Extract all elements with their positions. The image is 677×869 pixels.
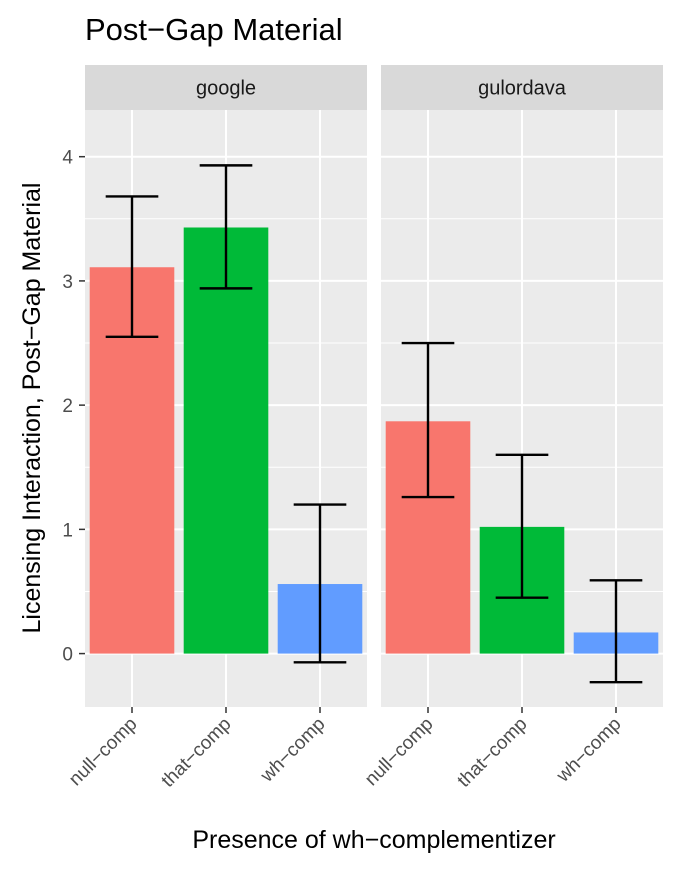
- facet-google: google null−comp that−comp wh−comp: [65, 65, 367, 792]
- x-tick-label: that−comp: [158, 714, 236, 792]
- error-bar-gulordava-0: [401, 341, 455, 499]
- x-tick-label: wh−comp: [552, 714, 625, 787]
- y-axis-title: Licensing Interaction, Post−Gap Material: [18, 183, 46, 634]
- x-tick-label: null−comp: [65, 714, 141, 790]
- error-bar-gulordava-1: [495, 453, 549, 599]
- facet-strip-label: google: [196, 78, 256, 100]
- y-axis: 0 1 2 3 4: [62, 148, 85, 666]
- x-tick-label: wh−comp: [256, 714, 329, 787]
- error-bar-google-1: [199, 164, 253, 290]
- x-tick-label: null−comp: [361, 714, 437, 790]
- facet-strip: [381, 65, 663, 110]
- facet-strip-label: gulordava: [478, 78, 567, 100]
- y-tick-label: 2: [62, 396, 73, 417]
- y-tick-label: 3: [62, 272, 73, 293]
- facet-strip: [85, 65, 367, 110]
- chart-title: Post−Gap Material: [85, 12, 343, 47]
- y-tick-label: 0: [62, 645, 73, 666]
- y-tick-label: 1: [62, 520, 73, 541]
- error-bar-gulordava-2: [589, 579, 643, 684]
- error-bar-google-0: [105, 195, 159, 339]
- x-tick-label: that−comp: [454, 714, 532, 792]
- y-tick-label: 4: [62, 148, 73, 169]
- bar-google-1: [183, 227, 269, 654]
- error-bar-google-2: [293, 503, 347, 664]
- facet-gulordava: gulordava null−comp that−comp wh−comp: [361, 65, 663, 792]
- x-axis-title: Presence of wh−complementizer: [192, 826, 555, 854]
